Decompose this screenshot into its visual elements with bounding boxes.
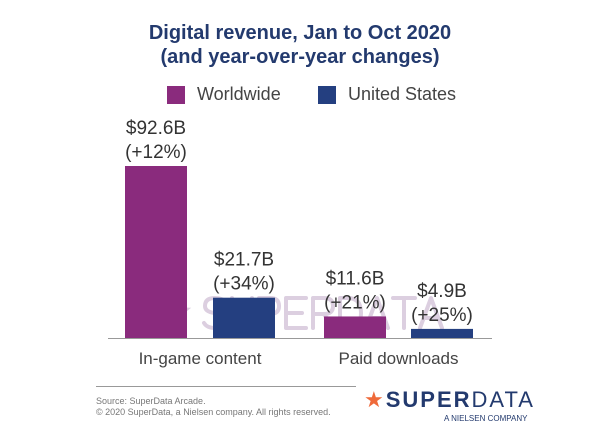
chart-title: Digital revenue, Jan to Oct 2020: [148, 22, 452, 44]
legend-label: United States: [348, 84, 457, 104]
watermark-letter: [418, 296, 444, 330]
divider: [96, 386, 356, 387]
superdata-logo: ★SUPERDATA: [364, 389, 535, 411]
data-label-change: (+25%): [411, 305, 473, 326]
legend-label: Worldwide: [197, 84, 281, 104]
bar: [213, 297, 275, 338]
data-label-change: (+34%): [213, 274, 275, 295]
legend-item-worldwide: Worldwide: [167, 84, 281, 105]
watermark-letter: [284, 296, 308, 330]
source-note: Source: SuperData Arcade.: [96, 396, 206, 406]
bar: [411, 328, 473, 338]
watermark: [158, 296, 444, 330]
data-label: $4.9B: [417, 281, 467, 302]
chart-subtitle: (and year-over-year changes): [160, 46, 440, 68]
data-label-change: (+21%): [324, 292, 386, 313]
data-label-change: (+12%): [125, 142, 187, 163]
data-label: $92.6B: [126, 118, 186, 139]
category-label: Paid downloads: [338, 349, 458, 368]
legend-item-us: United States: [318, 84, 456, 105]
copyright-note: © 2020 SuperData, a Nielsen company. All…: [96, 407, 331, 417]
watermark-letter: [391, 296, 417, 330]
legend-swatch: [167, 85, 185, 104]
data-label: $21.7B: [214, 250, 274, 271]
star-icon: ★: [364, 387, 386, 412]
logo-text: SUPERDATA: [385, 387, 535, 412]
category-label: In-game content: [139, 349, 262, 368]
data-label: $11.6B: [326, 268, 385, 289]
bar: [125, 166, 187, 338]
legend-swatch: [318, 85, 336, 104]
bar: [324, 316, 386, 338]
logo-subtitle: A NIELSEN COMPANY: [444, 414, 528, 423]
